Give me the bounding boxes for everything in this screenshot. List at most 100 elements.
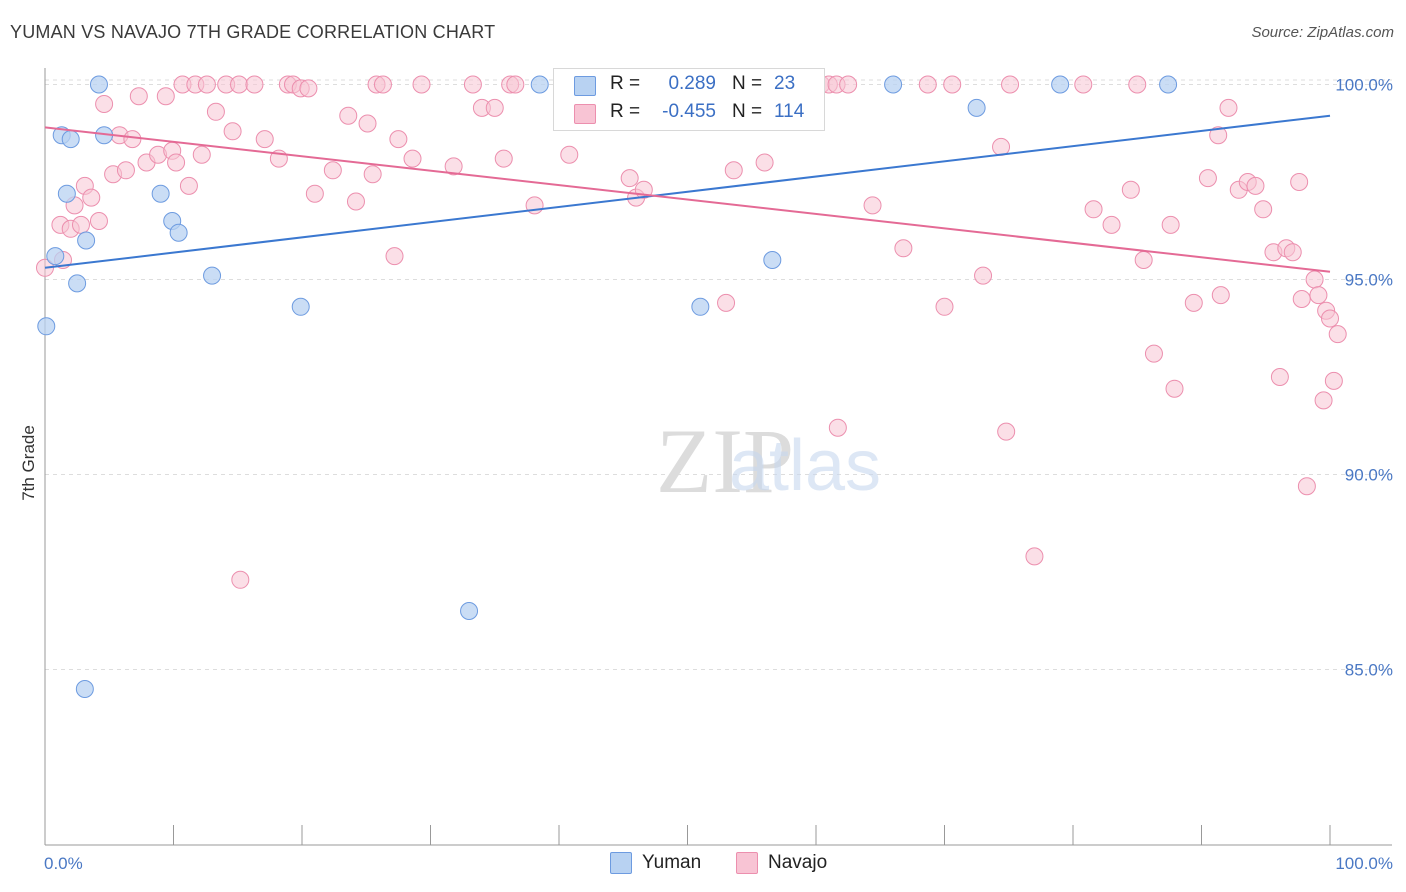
legend-r-value: -0.455 (662, 101, 716, 122)
legend-row-yuman: R = 0.289 N = 23 (554, 73, 824, 99)
navajo-point (223, 122, 242, 141)
yuman-points (37, 75, 1178, 698)
legend-row-navajo: R = -0.455 N = 114 (554, 101, 824, 127)
navajo-point (179, 176, 198, 195)
source-label: Source: ZipAtlas.com (1251, 24, 1394, 41)
x-tick-label: 0.0% (44, 854, 83, 873)
y-tick-label: 85.0% (1345, 661, 1393, 680)
yuman-point (89, 75, 108, 94)
navajo-point (197, 75, 216, 94)
navajo-legend-swatch (736, 852, 758, 874)
navajo-point (560, 145, 579, 164)
yuman-trend-line (44, 114, 1331, 269)
navajo-point (1161, 215, 1180, 234)
navajo-point (1134, 251, 1153, 269)
navajo-point (230, 75, 249, 94)
navajo-point (755, 153, 774, 172)
navajo-point (1321, 309, 1339, 328)
navajo-point (346, 192, 365, 211)
tick-labels: 85.0% 90.0% 95.0% 100.0% 0.0% 100.0% (44, 76, 1393, 874)
navajo-point (724, 161, 743, 180)
navajo-point (1297, 477, 1316, 496)
yuman-point (967, 98, 986, 117)
legend-n-value: 23 (774, 73, 796, 94)
yuman-swatch (574, 76, 596, 96)
navajo-point (997, 422, 1016, 441)
navajo-point (82, 188, 101, 207)
yuman-point (57, 184, 76, 203)
yuman-point (169, 223, 188, 242)
yuman-point (37, 317, 56, 336)
legend-r-value: 0.289 (668, 73, 716, 94)
navajo-point (71, 215, 90, 234)
navajo-point (1324, 371, 1343, 390)
navajo-point (156, 87, 175, 106)
yuman-point (291, 297, 310, 316)
navajo-point (1025, 547, 1044, 566)
navajo-point (1219, 98, 1238, 117)
trend-lines (44, 114, 1331, 273)
navajo-point (1121, 180, 1140, 199)
navajo-point (363, 165, 382, 184)
navajo-point (299, 79, 318, 98)
navajo-point (403, 149, 422, 168)
navajo-point (863, 196, 882, 215)
navajo-point (894, 239, 913, 258)
navajo-legend-label: Navajo (768, 852, 828, 873)
yuman-point (1051, 75, 1070, 94)
navajo-point (839, 75, 858, 94)
navajo-point (305, 184, 324, 203)
navajo-point (385, 247, 404, 266)
y-tick-label: 95.0% (1345, 271, 1393, 290)
series-legend: Yuman Navajo (0, 850, 1406, 880)
navajo-point (1211, 286, 1230, 305)
yuman-point (530, 75, 549, 94)
stats-legend: R = 0.289 N = 23 R = -0.455 N = 114 (553, 68, 825, 131)
yuman-legend-swatch (610, 852, 632, 874)
navajo-point (918, 75, 937, 94)
legend-r-label: R = (610, 101, 641, 122)
yuman-point (884, 75, 903, 94)
navajo-point (1314, 391, 1333, 410)
navajo-point (1246, 176, 1265, 195)
navajo-point (943, 75, 962, 94)
navajo-trend-line (44, 126, 1331, 273)
yuman-point (763, 251, 782, 269)
navajo-point (123, 130, 142, 149)
yuman-point (68, 274, 87, 293)
navajo-point (1328, 325, 1347, 344)
navajo-point (1283, 243, 1302, 262)
navajo-point (620, 169, 639, 188)
navajo-point (231, 570, 250, 589)
navajo-point (1074, 75, 1093, 94)
yuman-point (691, 297, 710, 316)
navajo-point (255, 130, 274, 149)
navajo-point (1309, 286, 1328, 305)
navajo-point (89, 212, 108, 230)
chart-title: YUMAN VS NAVAJO 7TH GRADE CORRELATION CH… (10, 22, 496, 42)
navajo-point (1001, 75, 1020, 94)
yuman-point (75, 680, 94, 698)
navajo-swatch (574, 104, 596, 124)
yuman-point (77, 231, 96, 250)
navajo-point (167, 153, 186, 172)
watermark-zip: ZIP (656, 410, 794, 512)
yuman-point (151, 184, 170, 203)
navajo-point (245, 75, 264, 94)
navajo-point (1209, 126, 1228, 145)
navajo-point (485, 98, 504, 117)
yuman-point (1159, 75, 1178, 94)
yuman-point (203, 266, 222, 285)
navajo-point (828, 418, 847, 437)
navajo-point (1292, 290, 1311, 308)
legend-n-value: 114 (774, 101, 805, 122)
navajo-point (717, 293, 736, 312)
navajo-point (1270, 368, 1289, 386)
navajo-points (36, 75, 1347, 589)
navajo-point (1128, 75, 1147, 94)
x-tick-label: 100.0% (1335, 854, 1393, 873)
navajo-point (412, 75, 431, 94)
yuman-legend-label: Yuman (642, 852, 702, 873)
navajo-point (463, 75, 482, 94)
